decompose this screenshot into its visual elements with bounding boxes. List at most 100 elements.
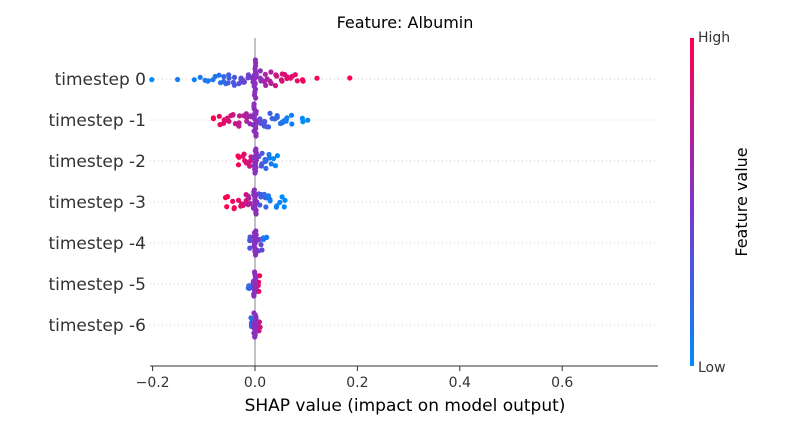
data-point — [281, 204, 287, 210]
colorbar — [690, 38, 694, 366]
data-point — [292, 72, 298, 78]
x-tick-label: 0.4 — [449, 375, 471, 391]
data-point — [191, 77, 197, 83]
data-point — [236, 81, 242, 87]
data-point — [230, 112, 236, 118]
data-point — [216, 72, 222, 78]
data-point — [272, 83, 279, 89]
data-point — [245, 202, 251, 208]
data-point — [231, 205, 237, 211]
data-point — [277, 199, 283, 205]
data-point — [274, 114, 280, 120]
x-tick-label: 0.0 — [244, 375, 266, 391]
data-point — [305, 117, 311, 123]
chart-title: Feature: Albumin — [337, 13, 474, 32]
data-point — [226, 72, 232, 78]
data-point — [248, 315, 254, 321]
data-point — [274, 203, 280, 209]
data-point — [262, 71, 268, 77]
colorbar-high-label: High — [698, 30, 730, 46]
data-point — [236, 154, 242, 160]
data-point — [257, 75, 263, 81]
data-point — [263, 82, 269, 88]
data-point — [288, 75, 294, 81]
data-point — [231, 74, 238, 80]
data-point — [235, 197, 242, 203]
data-point — [241, 201, 247, 207]
data-point — [245, 72, 251, 78]
data-point — [235, 162, 242, 168]
data-point — [262, 119, 268, 125]
data-point — [347, 75, 353, 81]
data-point — [241, 79, 247, 85]
data-point — [224, 204, 230, 210]
data-point — [261, 123, 267, 129]
data-point — [222, 195, 229, 201]
data-point — [236, 113, 243, 119]
data-point — [247, 237, 253, 243]
data-point — [247, 245, 253, 251]
data-point — [265, 193, 272, 199]
data-point — [256, 288, 262, 294]
x-axis-label: SHAP value (impact on model output) — [245, 396, 566, 416]
data-point — [279, 194, 285, 200]
data-point — [210, 115, 216, 121]
y-tick-label: timestep -3 — [48, 193, 146, 213]
data-point — [205, 78, 211, 84]
data-point — [263, 165, 269, 171]
data-point — [267, 198, 273, 204]
data-point — [230, 79, 236, 85]
data-point — [314, 75, 320, 81]
x-axis-ticks: −0.2 0.0 0.2 0.4 0.6 — [136, 366, 573, 391]
data-point — [247, 163, 253, 169]
data-point — [268, 161, 274, 167]
colorbar-title: Feature value — [732, 147, 751, 256]
data-point — [258, 242, 264, 248]
y-axis-labels: timestep 0 timestep -1 timestep -2 timestep… — [48, 70, 146, 336]
data-point — [175, 76, 181, 83]
data-point — [265, 124, 272, 130]
data-point — [225, 80, 231, 86]
data-point — [252, 170, 258, 176]
data-point — [230, 198, 236, 204]
data-point — [281, 118, 287, 124]
y-tick-label: timestep -2 — [48, 152, 146, 172]
data-point — [197, 74, 203, 80]
data-point — [263, 204, 269, 210]
y-tick-label: timestep 0 — [55, 70, 146, 90]
data-point — [257, 116, 263, 122]
data-point — [294, 78, 300, 84]
data-point — [241, 113, 247, 119]
data-point — [274, 153, 280, 159]
x-tick-label: 0.2 — [346, 375, 368, 391]
data-point — [268, 69, 274, 75]
data-point — [272, 163, 279, 169]
data-point — [267, 110, 273, 116]
data-point — [253, 211, 259, 217]
data-point — [226, 118, 232, 124]
data-point — [273, 72, 279, 78]
y-tick-label: timestep -5 — [48, 275, 146, 295]
colorbar-low-label: Low — [698, 360, 726, 376]
data-point — [257, 68, 263, 74]
data-point — [221, 74, 227, 80]
data-point — [252, 334, 258, 340]
data-point — [253, 95, 259, 101]
data-points — [149, 57, 353, 340]
data-point — [270, 156, 277, 162]
data-point — [257, 202, 263, 208]
data-point — [246, 195, 252, 201]
data-point — [266, 151, 272, 158]
y-tick-label: timestep -1 — [48, 111, 146, 131]
data-point — [261, 191, 267, 197]
data-point — [251, 293, 257, 299]
data-point — [240, 153, 246, 159]
data-point — [260, 235, 266, 241]
data-point — [245, 159, 251, 165]
x-tick-label: 0.6 — [551, 375, 573, 391]
data-point — [288, 112, 295, 118]
data-point — [278, 77, 284, 83]
data-point — [259, 150, 265, 156]
